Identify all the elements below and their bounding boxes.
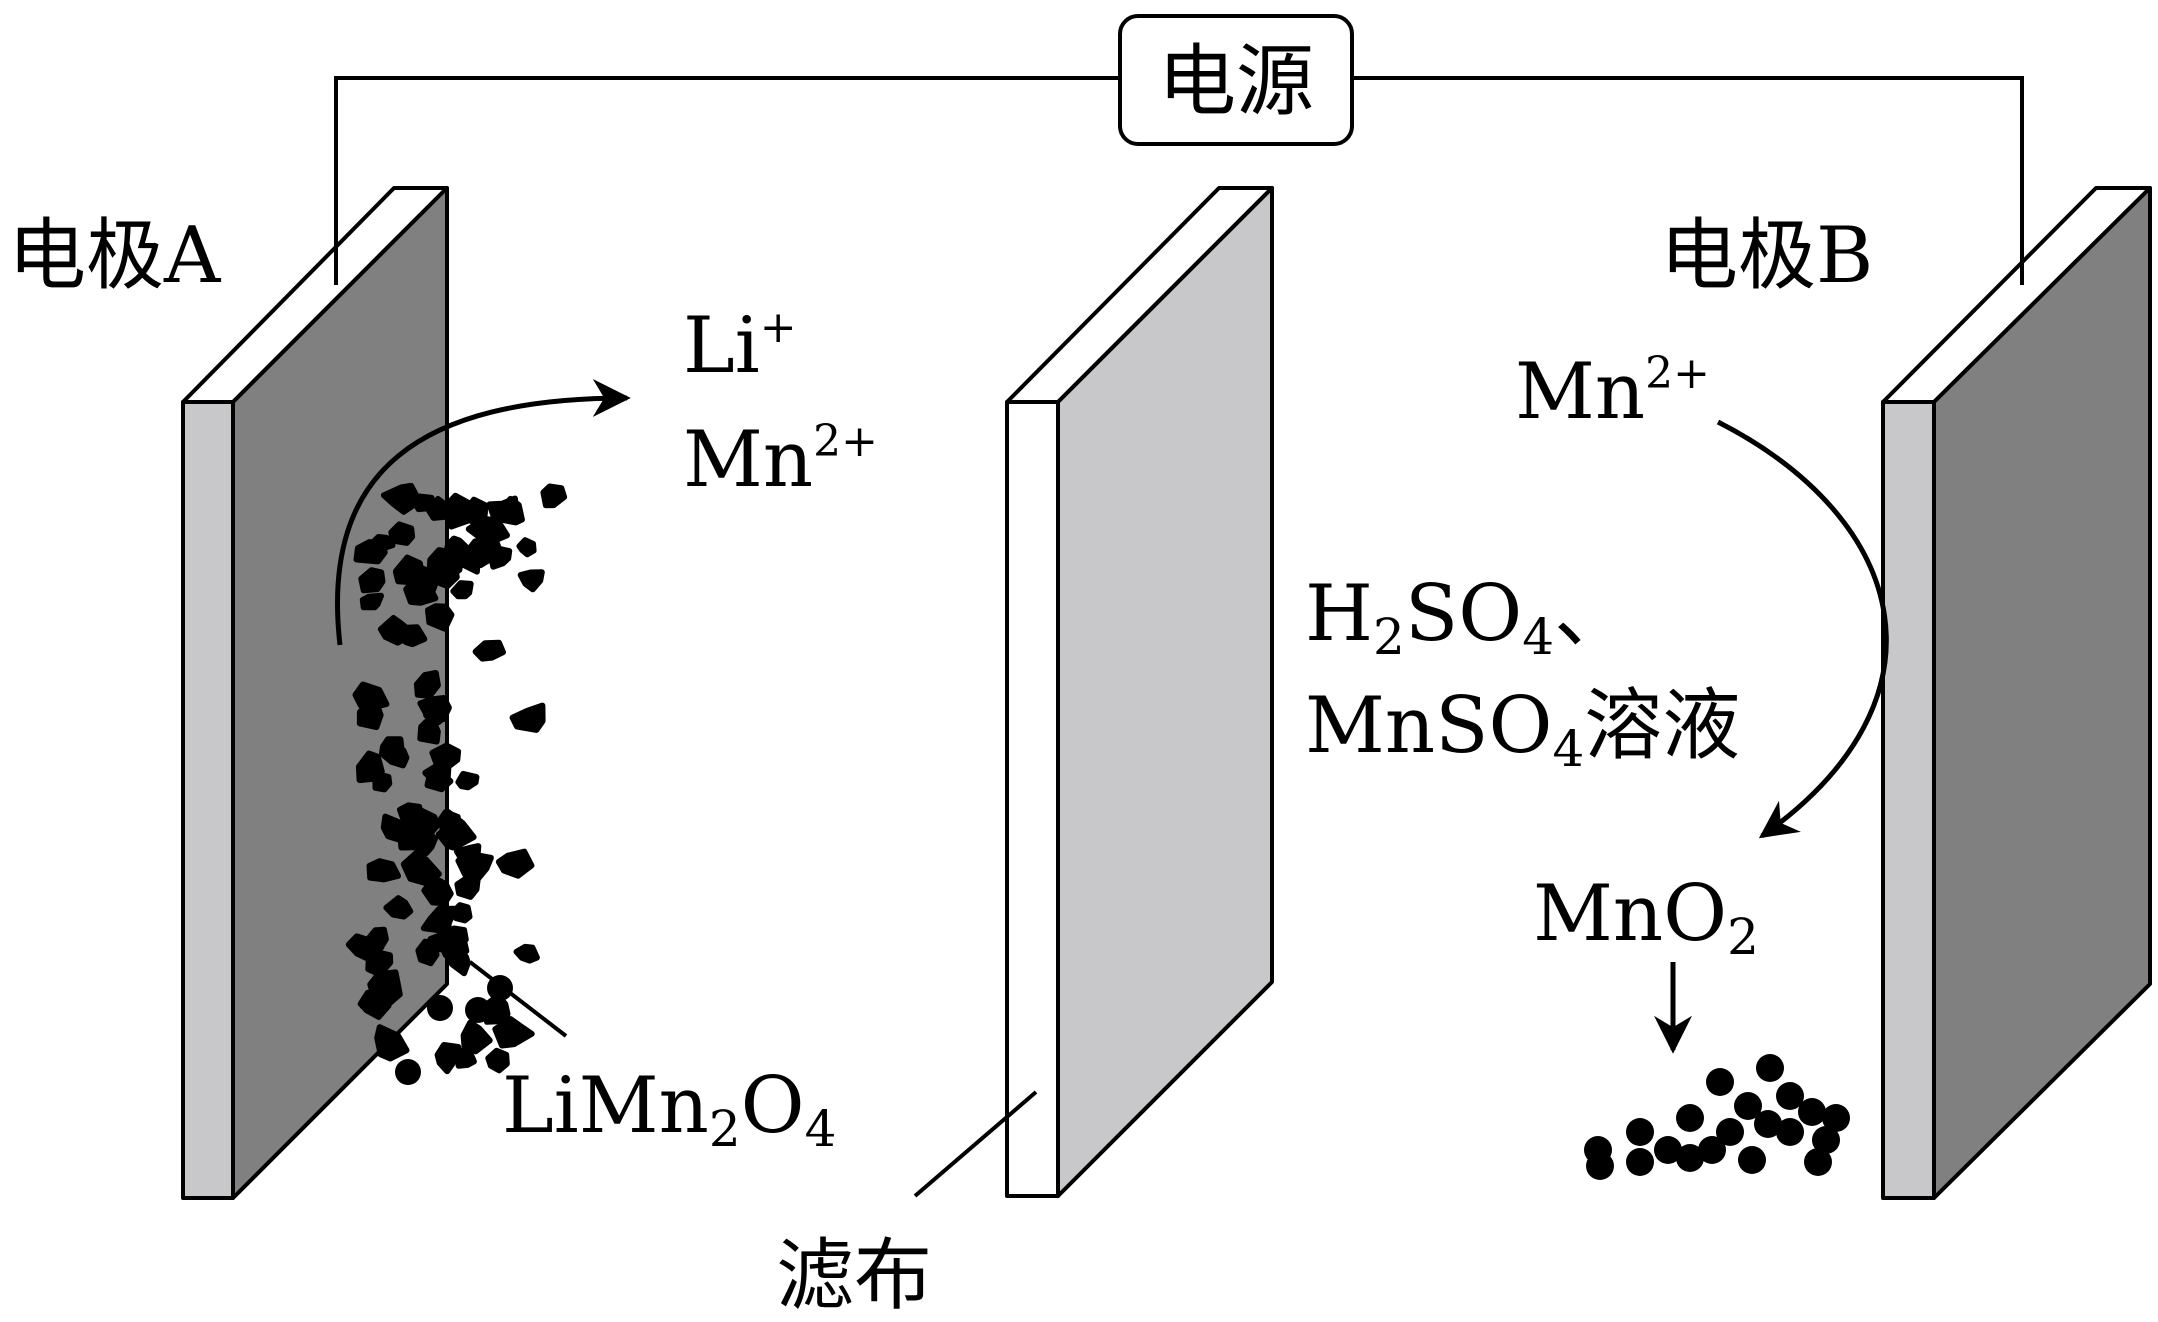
- mno2-particle: [1626, 1148, 1654, 1176]
- deposit-particle: [455, 1047, 477, 1069]
- mno2-particle: [1776, 1118, 1804, 1146]
- mno2-particle: [1698, 1136, 1726, 1164]
- deposit-particle: [450, 580, 474, 600]
- deposit-particle: [485, 1047, 510, 1074]
- deposit-particle: [400, 849, 442, 887]
- deposit-particle: [357, 989, 392, 1020]
- deposit-particle: [495, 848, 535, 879]
- electrode-b-label: 电极B: [1660, 211, 1873, 301]
- limn2o4-label: LiMn2O4: [502, 1061, 836, 1158]
- li-ion-label: Li+: [683, 301, 797, 391]
- deposit-particle: [417, 718, 441, 745]
- deposit-particle: [374, 1024, 410, 1062]
- deposit-particle: [417, 695, 452, 723]
- mno2-particle: [1738, 1146, 1766, 1174]
- deposit-particle: [509, 702, 546, 733]
- solution-label-line2: MnSO4溶液: [1305, 681, 1740, 778]
- deposit-particle: [383, 895, 414, 920]
- deposit-particle: [460, 496, 489, 529]
- deposit-particle: [366, 858, 401, 883]
- deposit-particle: [390, 624, 428, 648]
- mno2-particle: [1676, 1104, 1704, 1132]
- deposit-particle: [517, 569, 545, 593]
- deposit-particle: [425, 603, 455, 632]
- deposit-particle: [454, 874, 481, 900]
- deposit-particle: [441, 808, 477, 850]
- mno2-particle: [1756, 1054, 1784, 1082]
- deposit-particle: [492, 1016, 535, 1049]
- deposit-particle: [355, 750, 385, 784]
- deposit-particle: [486, 495, 520, 523]
- deposit-particle: [421, 874, 454, 907]
- deposit-particle: [424, 766, 454, 793]
- deposit-particle: [356, 701, 384, 731]
- mno2-particle: [1654, 1136, 1682, 1164]
- electrode-a-plate: [181, 186, 449, 1200]
- limn2o4-leader: [468, 960, 568, 1038]
- deposit-particle: [430, 560, 460, 590]
- deposit-particle: [395, 1059, 421, 1085]
- filter-cloth-face: [1056, 186, 1274, 1198]
- deposit-particle: [513, 943, 540, 964]
- electrode-a-side: [181, 400, 235, 1200]
- deposit-particle: [380, 482, 423, 515]
- solution-label-line1: H2SO4、: [1305, 569, 1632, 666]
- deposit-particle: [388, 521, 416, 546]
- deposit-particle: [487, 544, 513, 570]
- deposit-particle: [465, 997, 491, 1023]
- deposit-particle: [449, 902, 473, 924]
- deposit-particle: [516, 537, 537, 558]
- deposit-particle: [372, 771, 393, 793]
- electrode-b-plate: [1881, 186, 2152, 1200]
- mn-ion-right-label: Mn2+: [1515, 347, 1710, 437]
- mno2-particle: [1754, 1110, 1782, 1138]
- deposit-particle: [437, 932, 470, 959]
- mno2-particle: [1812, 1126, 1840, 1154]
- mno2-particle: [1734, 1092, 1762, 1120]
- deposit-particle: [540, 483, 568, 509]
- electrode-b-side: [1881, 400, 1936, 1200]
- filter-cloth-leader: [913, 1090, 1038, 1198]
- filter-cloth-label: 滤布: [776, 1231, 932, 1321]
- mno2-particle: [1798, 1098, 1826, 1126]
- deposit-particle: [427, 995, 453, 1021]
- deposit-particle: [434, 1042, 462, 1075]
- deposit-particle: [413, 832, 439, 857]
- deposit-particle: [460, 1019, 493, 1055]
- mno2-particle: [1676, 1144, 1704, 1172]
- deposit-particle: [458, 550, 481, 575]
- filter-cloth-panel: [1005, 186, 1274, 1198]
- mno2-particle: [1706, 1068, 1734, 1096]
- deposit-particle: [379, 736, 405, 757]
- power-source: 电源: [1118, 14, 1354, 146]
- limn2o4-deposit: [345, 482, 568, 1085]
- mno2-label: MnO2: [1533, 869, 1759, 966]
- mno2-particle: [1822, 1104, 1850, 1132]
- deposit-particle: [453, 843, 482, 868]
- electrode-b-face: [1932, 186, 2152, 1200]
- deposit-particle: [353, 539, 388, 565]
- deposit-particle: [359, 592, 384, 611]
- mno2-particle: [1586, 1152, 1614, 1180]
- mno2-particle: [1776, 1082, 1804, 1110]
- wire-contacts: [334, 200, 2024, 285]
- deposit-particle: [358, 567, 386, 594]
- power-source-label: 电源: [1158, 37, 1314, 127]
- filter-cloth-side: [1005, 400, 1060, 1198]
- deposit-particle: [455, 770, 480, 791]
- deposit-particle: [366, 950, 394, 974]
- deposit-particle: [413, 670, 441, 699]
- mno2-particle: [1716, 1118, 1744, 1146]
- deposit-particle: [472, 639, 506, 662]
- electrode-a-label: 电极A: [8, 211, 222, 301]
- mn-ion-left-label: Mn2+: [683, 415, 878, 505]
- electrode-a-face: [231, 186, 449, 1200]
- deposit-particle: [443, 535, 471, 560]
- mno2-particles: [1584, 1054, 1850, 1180]
- mno2-particle: [1804, 1148, 1832, 1176]
- ion-release-arrow: [334, 379, 631, 646]
- mno2-particle: [1626, 1118, 1654, 1146]
- mn-oxidation-arrow: [1716, 419, 1889, 839]
